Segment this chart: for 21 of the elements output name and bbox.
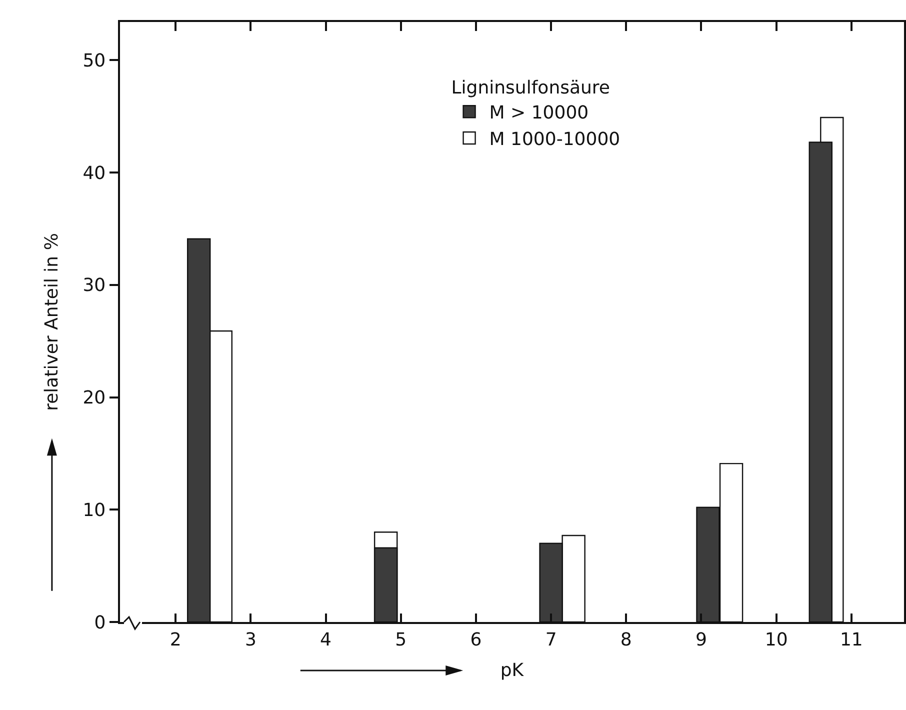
legend-title: Ligninsulfonsäure [451, 77, 610, 98]
y-axis-title: relativer Anteil in % [41, 233, 62, 411]
x-tick-label: 9 [696, 629, 707, 650]
y-tick-label: 20 [82, 388, 106, 409]
y-tick-label: 30 [82, 275, 106, 296]
x-tick-label: 11 [840, 629, 863, 650]
y-tick-label: 10 [82, 500, 106, 521]
x-tick-label: 3 [244, 629, 256, 650]
x-tick-label: 5 [395, 629, 407, 650]
y-tick-label: 50 [82, 50, 106, 72]
x-tick-label: 6 [470, 629, 482, 650]
y-tick-label: 40 [82, 162, 106, 184]
x-axis-title: pK [500, 660, 525, 681]
legend-label: M 1000-10000 [489, 129, 620, 150]
x-tick-label: 7 [545, 629, 557, 650]
x-tick-label: 8 [620, 629, 632, 650]
y-tick-label: 0 [94, 612, 106, 634]
x-tick-label: 10 [764, 629, 788, 650]
x-tick-label: 2 [170, 629, 182, 650]
x-tick-label: 4 [320, 629, 332, 650]
legend-label: M > 10000 [489, 102, 589, 124]
